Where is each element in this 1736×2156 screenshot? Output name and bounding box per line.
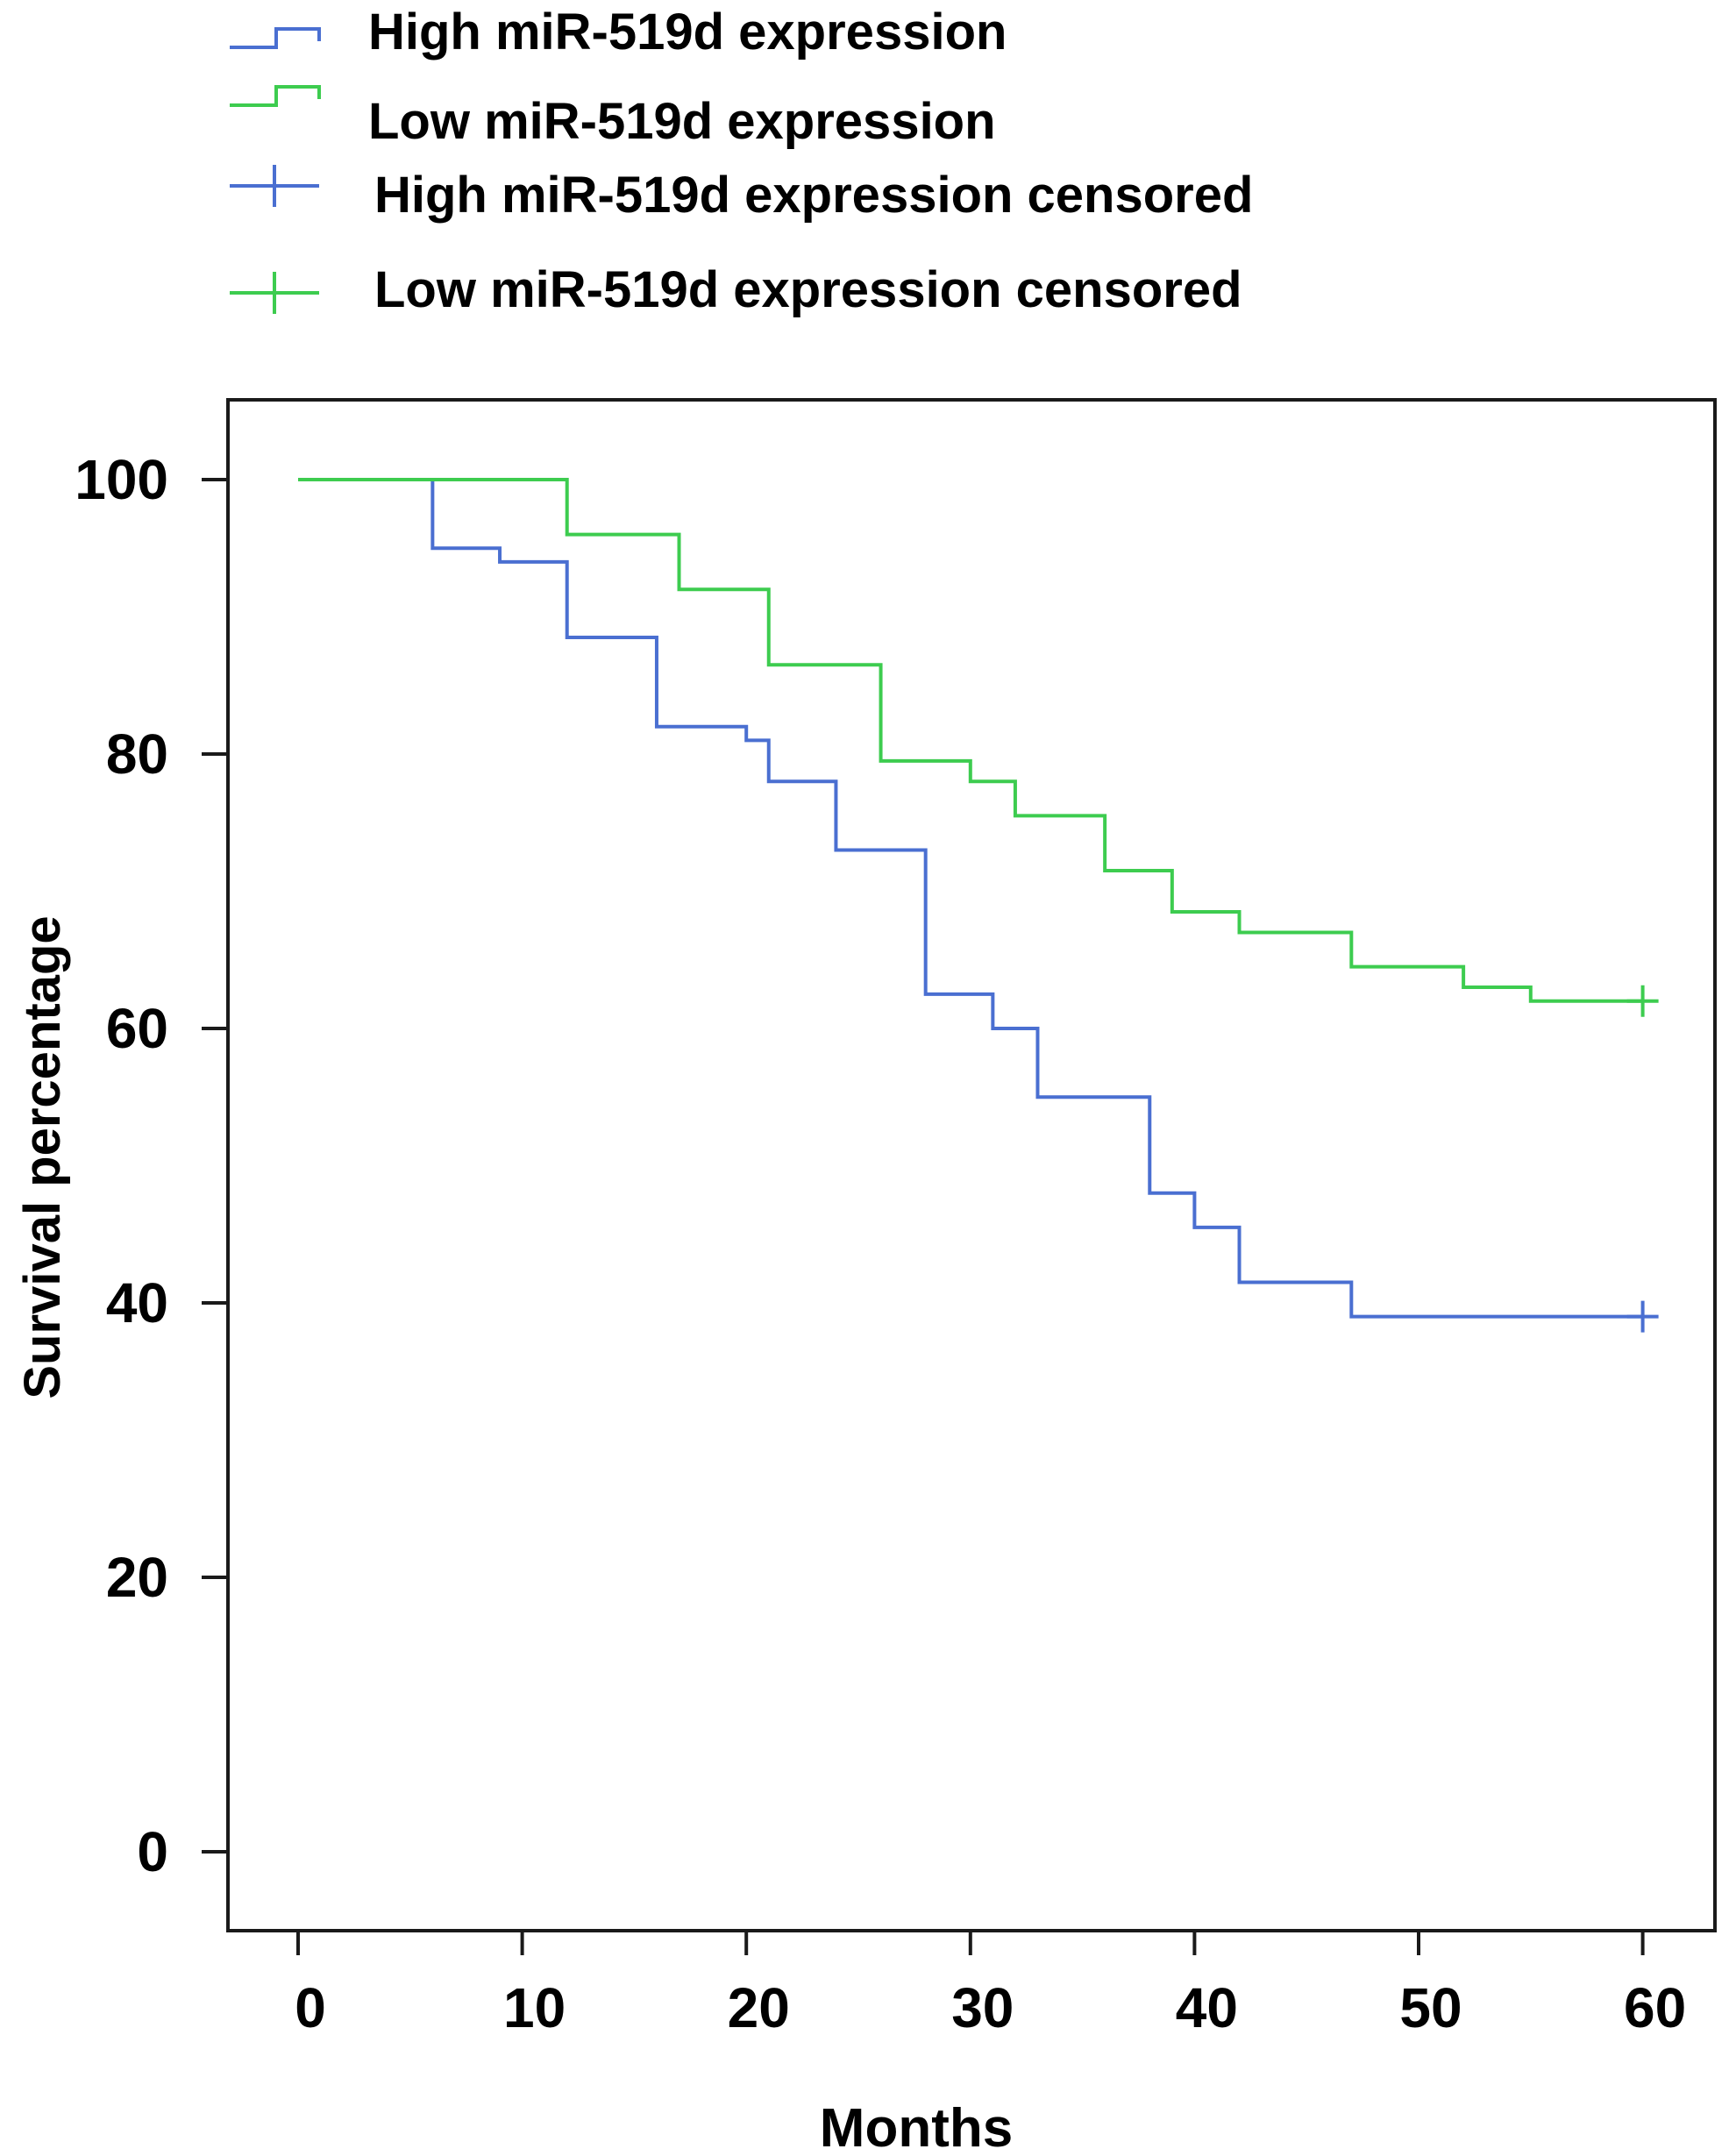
y-tick-label-20: 20 [106,1546,168,1609]
x-tick-label-40: 40 [1176,1976,1238,2039]
y-tick-label-80: 80 [106,722,168,786]
series-low-line [298,478,1643,1003]
x-axis: 0 10 20 30 40 50 60 [295,1931,1686,2039]
legend-item-high: High miR-519d expression [230,4,1007,60]
x-tick-label-0: 0 [295,1976,326,2039]
y-tick-label-0: 0 [137,1820,168,1883]
series-low-censor-mark-0 [1626,985,1659,1017]
series-layer [298,478,1659,1333]
y-tick-label-100: 100 [75,448,168,511]
legend-swatch-high-step [230,27,321,49]
legend-swatch-low-plus [230,272,319,314]
legend-item-low: Low miR-519d expression [230,85,996,150]
legend: High miR-519d expression Low miR-519d ex… [230,4,1253,318]
y-tick-label-40: 40 [106,1271,168,1334]
x-tick-label-20: 20 [728,1976,790,2039]
legend-label-high: High miR-519d expression [368,4,1007,60]
legend-label-low: Low miR-519d expression [368,93,996,150]
legend-swatch-low-step [230,85,321,107]
x-tick-label-10: 10 [503,1976,566,2039]
legend-swatch-high-plus [230,165,319,207]
series-high-censor-mark-0 [1626,1300,1659,1333]
y-tick-label-60: 60 [106,997,168,1060]
legend-label-high-censored: High miR-519d expression censored [374,167,1253,224]
y-axis-title: Survival percentage [14,915,71,1398]
x-tick-label-60: 60 [1624,1976,1686,2039]
x-tick-label-50: 50 [1399,1976,1462,2039]
series-high-line [298,478,1643,1319]
legend-label-low-censored: Low miR-519d expression censored [374,261,1242,318]
plot-frame [226,398,1717,1932]
x-axis-title: Months [820,2098,1013,2156]
x-tick-label-30: 30 [951,1976,1014,2039]
legend-item-high-censored: High miR-519d expression censored [230,165,1253,224]
legend-item-low-censored: Low miR-519d expression censored [230,261,1242,318]
y-axis: 0 20 40 60 80 100 [75,448,228,1883]
